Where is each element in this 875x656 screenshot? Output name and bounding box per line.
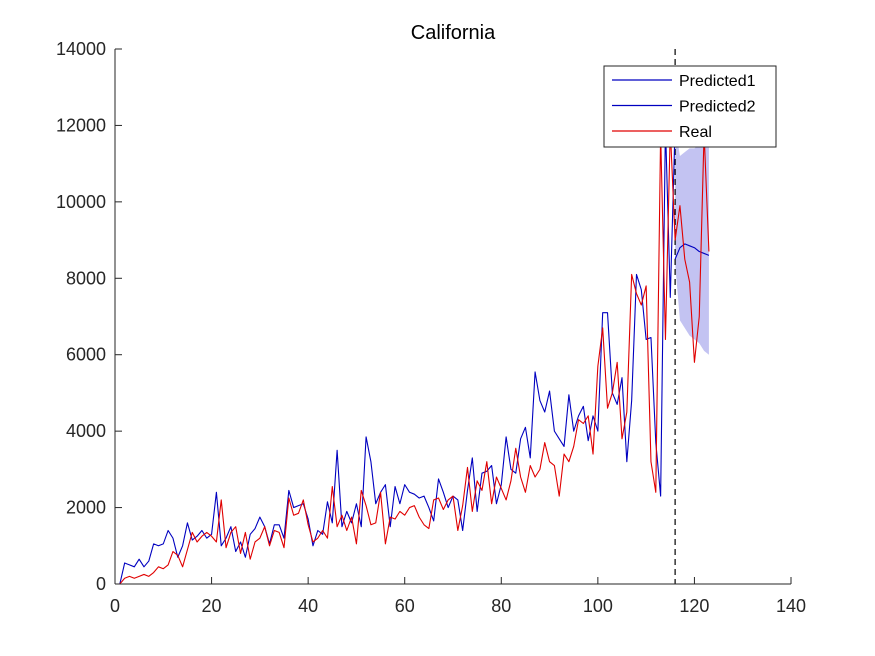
- series-line-predicted2: [674, 243, 710, 260]
- y-tick-label: 8000: [66, 268, 106, 288]
- legend: Predicted1 Predicted2 Real: [603, 65, 777, 148]
- y-tick-label: 10000: [56, 192, 106, 212]
- legend-label-real: Real: [679, 124, 712, 141]
- plot-clipped-group: [119, 49, 710, 584]
- x-tick-label: 100: [583, 596, 613, 616]
- y-tick-label: 14000: [56, 39, 106, 59]
- series-line-real: [119, 128, 710, 584]
- y-tick-label: 4000: [66, 421, 106, 441]
- legend-label-predicted2: Predicted2: [679, 99, 756, 116]
- chart-title: California: [411, 22, 496, 44]
- y-tick-label: 6000: [66, 345, 106, 365]
- axes: 0 20 40 60 80 100 120 140 0 2000 4000 6000 8000 10000…: [56, 39, 806, 616]
- plot-area: [119, 49, 710, 584]
- x-tick-label: 20: [202, 596, 222, 616]
- x-tick-label: 60: [395, 596, 415, 616]
- y-tick-label: 0: [96, 574, 106, 594]
- x-tick-label: 40: [298, 596, 318, 616]
- x-tick-label: 0: [110, 596, 120, 616]
- x-tick-label: 120: [679, 596, 709, 616]
- y-tick-label: 2000: [66, 498, 106, 518]
- predicted2-confidence-band: [675, 125, 709, 355]
- x-tick-label: 140: [776, 596, 806, 616]
- legend-label-predicted1: Predicted1: [679, 73, 756, 90]
- x-tick-label: 80: [491, 596, 511, 616]
- series-line-predicted1: [119, 124, 676, 584]
- y-tick-label: 12000: [56, 115, 106, 135]
